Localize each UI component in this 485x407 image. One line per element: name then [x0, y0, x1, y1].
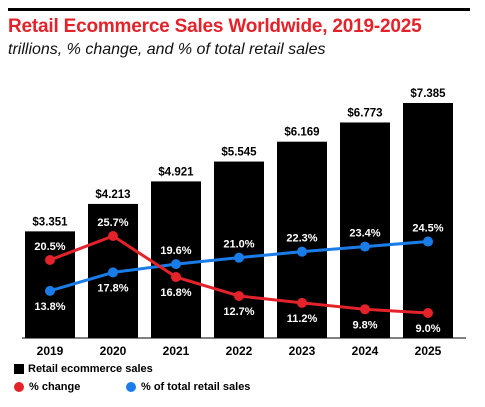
change-point-2020: [108, 231, 118, 241]
bar-value-label-2020: $4.213: [95, 189, 130, 201]
legend-swatch-change: [14, 382, 24, 392]
bar-value-label-2025: $7.385: [410, 88, 446, 100]
bar-2022: [214, 161, 264, 338]
x-tick-labels: 2019 2020 2021 2022 2023 2024 2025: [37, 344, 442, 358]
bar-value-label-2019: $3.351: [32, 216, 68, 228]
share-label-2024: 23.4%: [349, 228, 380, 240]
chart-title: Retail Ecommerce Sales Worldwide, 2019-2…: [8, 16, 422, 37]
share-label-2019: 13.8%: [34, 301, 65, 313]
change-point-2023: [297, 297, 307, 308]
legend-item-share: % of total retail sales: [126, 381, 250, 393]
legend-swatch-share: [126, 382, 136, 392]
share-point-2022: [234, 252, 244, 263]
share-point-2019: [45, 285, 55, 296]
change-label-2022: 12.7%: [223, 306, 254, 318]
x-tick-2021: 2021: [163, 344, 190, 358]
share-point-2021: [171, 259, 181, 270]
x-tick-2019: 2019: [37, 344, 64, 358]
share-point-2025: [423, 236, 433, 247]
legend-item-sales: Retail ecommerce sales: [14, 363, 153, 375]
bar-value-label-2021: $4.921: [158, 166, 194, 178]
bar-value-label-2024: $6.773: [347, 107, 382, 119]
share-label-2025: 24.5%: [412, 223, 443, 235]
share-point-2024: [360, 241, 370, 252]
legend-label-share: % of total retail sales: [141, 381, 251, 393]
legend-item-change: % change: [14, 381, 80, 393]
x-tick-2022: 2022: [226, 344, 253, 358]
bar-2024: [340, 122, 390, 338]
x-tick-2023: 2023: [289, 344, 316, 358]
labels-layer: $3.351 $4.213 $4.921 $5.545 $6.169 $6.773 $7.3…: [32, 88, 446, 335]
legend-label-change: % change: [29, 381, 81, 393]
x-tick-2024: 2024: [352, 344, 379, 358]
share-label-2022: 21.0%: [223, 239, 254, 251]
change-label-2023: 11.2%: [287, 313, 318, 325]
legend-swatch-sales: [14, 364, 24, 374]
bars-layer: [25, 103, 453, 338]
legend-label-sales: Retail ecommerce sales: [28, 363, 153, 375]
share-point-2020: [108, 267, 118, 278]
change-label-2024: 9.8%: [352, 319, 377, 331]
share-label-2020: 17.8%: [97, 282, 128, 294]
change-label-2025: 9.0%: [415, 323, 440, 335]
chart-subtitle: trillions, % change, and % of total reta…: [8, 41, 326, 58]
change-label-2021: 16.8%: [160, 287, 191, 299]
top-rule: [8, 8, 470, 11]
change-point-2019: [45, 254, 55, 265]
change-point-2021: [171, 272, 181, 283]
lines-layer: [45, 231, 433, 318]
share-label-2023: 22.3%: [286, 233, 317, 245]
change-point-2025: [423, 308, 433, 318]
share-point-2023: [297, 246, 307, 257]
change-point-2022: [234, 290, 244, 301]
x-tick-2025: 2025: [415, 344, 442, 358]
x-tick-2020: 2020: [100, 344, 127, 358]
change-label-2020: 25.7%: [97, 217, 128, 229]
bar-value-label-2022: $5.545: [221, 147, 257, 159]
change-label-2019: 20.5%: [34, 241, 65, 253]
bar-value-label-2023: $6.169: [284, 127, 319, 139]
change-point-2024: [360, 304, 370, 315]
bar-2025: [403, 103, 453, 338]
share-label-2021: 19.6%: [160, 245, 191, 257]
